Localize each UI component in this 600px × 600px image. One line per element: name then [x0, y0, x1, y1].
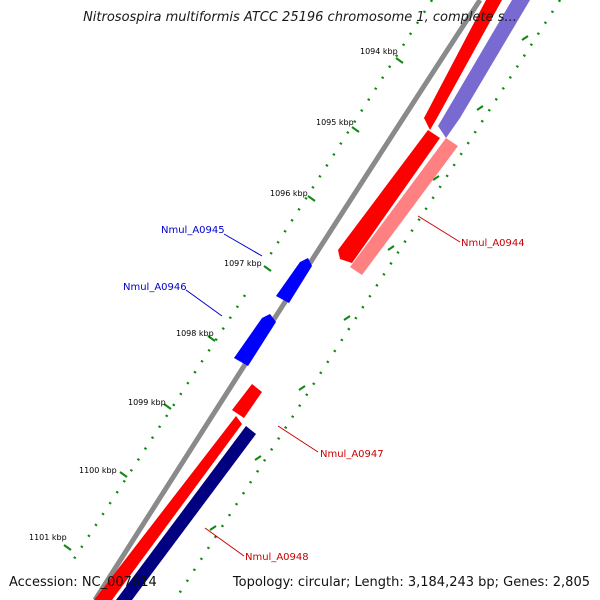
gene-nmul-a0948[interactable]: [94, 416, 242, 600]
inner-ruler: [173, 0, 562, 600]
outer-ruler-top: [268, 0, 434, 256]
leader-nmul-a0947: [277, 425, 319, 453]
tick-label-1096: 1096 kbp: [270, 189, 308, 198]
tick-1097: [263, 265, 272, 272]
outer-ruler-bottom: [68, 294, 247, 566]
tick-ruler: [63, 0, 562, 600]
label-nmul-a0946[interactable]: Nmul_A0946: [123, 282, 187, 293]
gene-dark-reverse: [116, 426, 256, 600]
gene-reverse-top: [438, 0, 530, 138]
accession-text: Accession: NC_007614: [9, 575, 157, 590]
leader-nmul-a0948: [204, 527, 245, 557]
leader-nmul-a0944: [417, 215, 461, 243]
tick-label-1095: 1095 kbp: [316, 118, 354, 127]
gene-forward-mid[interactable]: [338, 130, 440, 263]
gene-nmul-a0944[interactable]: [350, 138, 458, 275]
inner-tick-3: [432, 175, 440, 181]
tick-1101: [63, 544, 72, 551]
gene-nmul-a0946[interactable]: [234, 314, 276, 366]
tick-1099: [163, 403, 172, 410]
tick-label-1099: 1099 kbp: [128, 398, 166, 407]
tick-1100: [119, 471, 128, 478]
inner-tick-4: [387, 245, 395, 251]
tick-1095: [351, 126, 360, 133]
leader-nmul-a0945: [223, 233, 263, 257]
topology-summary: Topology: circular; Length: 3,184,243 bp…: [232, 575, 590, 590]
leader-nmul-a0946: [185, 289, 223, 317]
tick-label-1101: 1101 kbp: [29, 533, 67, 542]
gene-nmul-a0945[interactable]: [276, 258, 312, 303]
inner-tick-1: [521, 35, 529, 41]
inner-tick-5: [343, 315, 351, 321]
inner-tick-7: [254, 455, 262, 461]
map-title: Nitrosospira multiformis ATCC 25196 chro…: [83, 10, 517, 25]
tick-labels: 1094 kbp 1095 kbp 1096 kbp 1097 kbp 1098…: [29, 47, 398, 542]
gene-forward-top: [424, 0, 502, 130]
tick-1096: [307, 195, 316, 202]
label-nmul-a0944[interactable]: Nmul_A0944: [461, 238, 525, 249]
tick-label-1100: 1100 kbp: [79, 466, 117, 475]
inner-tick-2: [476, 105, 484, 111]
tick-label-1098: 1098 kbp: [176, 329, 214, 338]
tick-1098: [207, 335, 216, 342]
inner-tick-8: [209, 525, 217, 531]
inner-tick-6: [298, 385, 306, 391]
tick-label-1097: 1097 kbp: [224, 259, 262, 268]
tick-1094: [395, 57, 404, 64]
label-nmul-a0945[interactable]: Nmul_A0945: [161, 225, 225, 236]
tick-label-1094: 1094 kbp: [360, 47, 398, 56]
label-nmul-a0947[interactable]: Nmul_A0947: [320, 449, 384, 460]
gene-nmul-a0947[interactable]: [232, 384, 262, 418]
label-nmul-a0948[interactable]: Nmul_A0948: [245, 552, 309, 563]
